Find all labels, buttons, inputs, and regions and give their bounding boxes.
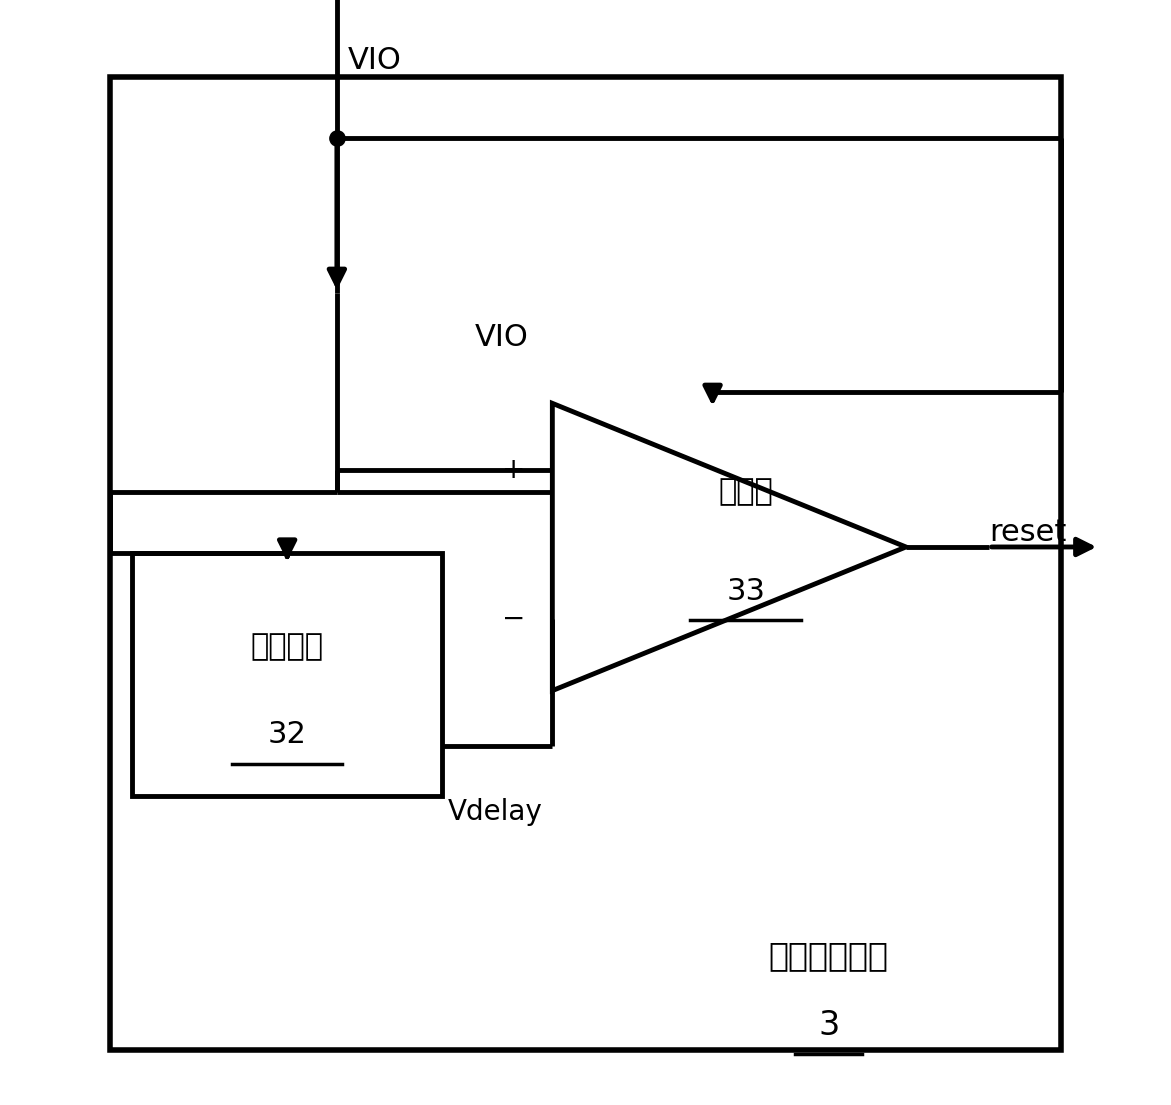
Text: 比较器: 比较器 bbox=[718, 477, 773, 506]
Text: 33: 33 bbox=[726, 577, 765, 606]
Text: Vdelay: Vdelay bbox=[447, 798, 542, 827]
Bar bbox=[110, 77, 1061, 1050]
Text: 32: 32 bbox=[268, 720, 307, 749]
Text: VIO: VIO bbox=[348, 46, 402, 75]
Text: −: − bbox=[502, 604, 526, 633]
Text: 延迟电路: 延迟电路 bbox=[251, 632, 323, 661]
Text: 电源检测电路: 电源检测电路 bbox=[768, 939, 889, 972]
Text: VIO: VIO bbox=[475, 323, 529, 351]
Text: +: + bbox=[502, 455, 526, 484]
Text: 3: 3 bbox=[819, 1009, 840, 1042]
Bar bbox=[132, 552, 441, 796]
Text: reset: reset bbox=[988, 518, 1067, 547]
